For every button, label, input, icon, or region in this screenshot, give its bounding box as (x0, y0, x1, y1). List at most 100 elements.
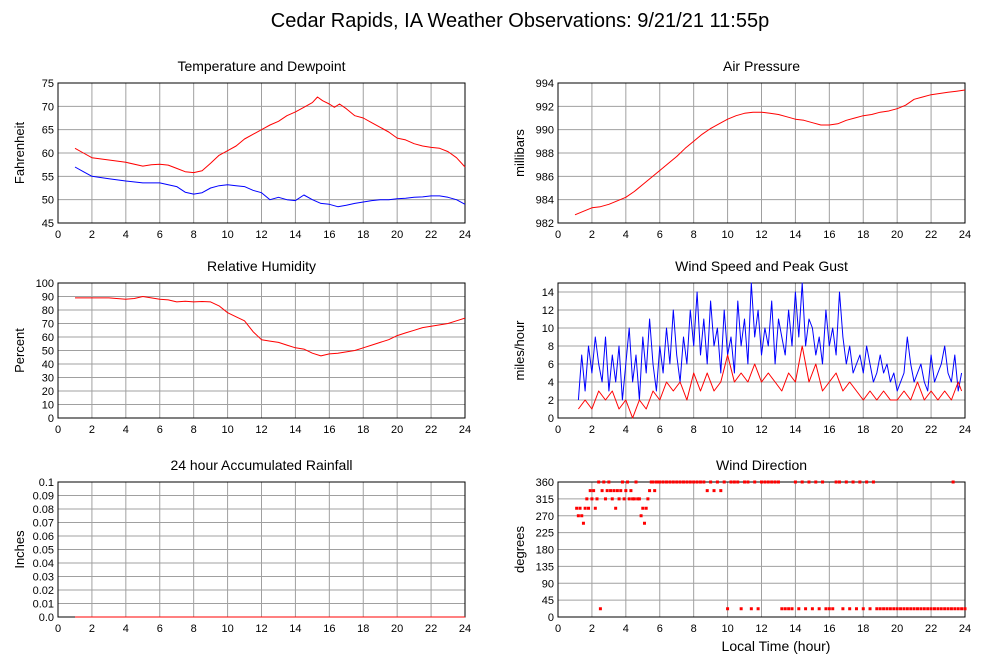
y-tick-label: 45 (542, 595, 554, 607)
data-point (736, 480, 740, 484)
x-axis-label: Local Time (hour) (722, 638, 831, 654)
y-tick-label: 8 (548, 341, 554, 353)
data-point (595, 497, 599, 501)
y-axis-label: degrees (512, 526, 527, 573)
data-point (712, 489, 716, 493)
x-tick-label: 14 (289, 424, 301, 436)
data-point (627, 497, 631, 501)
x-tick-label: 4 (123, 229, 129, 241)
data-point (943, 607, 947, 611)
y-tick-label: 60 (42, 332, 54, 344)
x-tick-label: 0 (55, 229, 61, 241)
y-tick-label: 2 (548, 395, 554, 407)
data-point (773, 480, 777, 484)
x-tick-label: 6 (157, 229, 163, 241)
data-point (919, 607, 923, 611)
data-point (939, 607, 943, 611)
data-point (588, 489, 592, 493)
x-tick-label: 22 (425, 229, 437, 241)
y-tick-label: 0 (548, 612, 554, 624)
x-tick-label: 0 (55, 623, 61, 635)
x-tick-label: 2 (589, 623, 595, 635)
data-point (685, 480, 689, 484)
data-point (617, 497, 621, 501)
data-point (612, 489, 616, 493)
data-point (848, 607, 852, 611)
data-point (749, 607, 753, 611)
y-tick-label: 0.07 (33, 518, 54, 530)
series-line (75, 296, 466, 357)
data-point (763, 480, 767, 484)
x-tick-label: 18 (857, 229, 869, 241)
y-tick-label: 0.06 (33, 531, 54, 543)
data-point (932, 607, 936, 611)
y-tick-label: 10 (542, 323, 554, 335)
y-tick-label: 90 (42, 292, 54, 304)
data-point (790, 607, 794, 611)
data-point (743, 480, 747, 484)
data-point (732, 480, 736, 484)
x-tick-label: 10 (721, 424, 733, 436)
x-tick-label: 22 (925, 623, 937, 635)
y-tick-label: 225 (536, 528, 554, 540)
data-point (926, 607, 930, 611)
chart-title: Wind Speed and Peak Gust (675, 258, 848, 274)
x-tick-label: 12 (255, 229, 267, 241)
data-point (797, 607, 801, 611)
chart-humidity: Relative Humidity01020304050607080901000… (12, 258, 471, 436)
data-point (626, 480, 630, 484)
y-tick-label: 20 (42, 386, 54, 398)
y-tick-label: 75 (42, 78, 54, 90)
x-tick-label: 18 (857, 623, 869, 635)
data-point (722, 480, 726, 484)
y-tick-label: 50 (42, 195, 54, 207)
data-point (868, 607, 872, 611)
y-tick-label: 0.0 (39, 612, 54, 624)
y-tick-label: 984 (536, 195, 554, 207)
data-point (929, 607, 933, 611)
x-tick-label: 4 (623, 229, 629, 241)
series-line (577, 282, 963, 401)
y-tick-label: 0.03 (33, 572, 54, 584)
data-point (580, 514, 584, 518)
x-tick-label: 4 (123, 623, 129, 635)
data-point (783, 607, 787, 611)
x-tick-label: 18 (357, 623, 369, 635)
y-tick-label: 30 (42, 373, 54, 385)
y-tick-label: 60 (42, 148, 54, 160)
data-point (844, 480, 848, 484)
y-tick-label: 0 (48, 413, 54, 425)
x-tick-label: 6 (657, 623, 663, 635)
data-point (770, 480, 774, 484)
data-point (780, 607, 784, 611)
data-point (695, 480, 699, 484)
data-point (661, 480, 665, 484)
x-tick-label: 4 (623, 623, 629, 635)
data-point (654, 480, 658, 484)
data-point (715, 480, 719, 484)
chart-title: 24 hour Accumulated Rainfall (170, 457, 352, 473)
data-point (619, 489, 623, 493)
data-point (834, 480, 838, 484)
data-point (590, 497, 594, 501)
data-point (753, 480, 757, 484)
x-tick-label: 20 (391, 229, 403, 241)
data-point (909, 607, 913, 611)
data-point (675, 480, 679, 484)
data-point (817, 607, 821, 611)
y-tick-label: 0.1 (39, 477, 54, 489)
y-tick-label: 0.08 (33, 504, 54, 516)
x-tick-label: 2 (89, 424, 95, 436)
y-tick-label: 65 (42, 125, 54, 137)
y-axis-label: Percent (12, 328, 27, 373)
data-point (963, 607, 967, 611)
plot-frame (557, 282, 966, 419)
x-tick-label: 24 (959, 424, 971, 436)
x-tick-label: 20 (891, 623, 903, 635)
x-tick-label: 10 (221, 623, 233, 635)
x-tick-label: 14 (289, 229, 301, 241)
x-tick-label: 16 (823, 623, 835, 635)
y-axis-label: Fahrenheit (12, 122, 27, 185)
